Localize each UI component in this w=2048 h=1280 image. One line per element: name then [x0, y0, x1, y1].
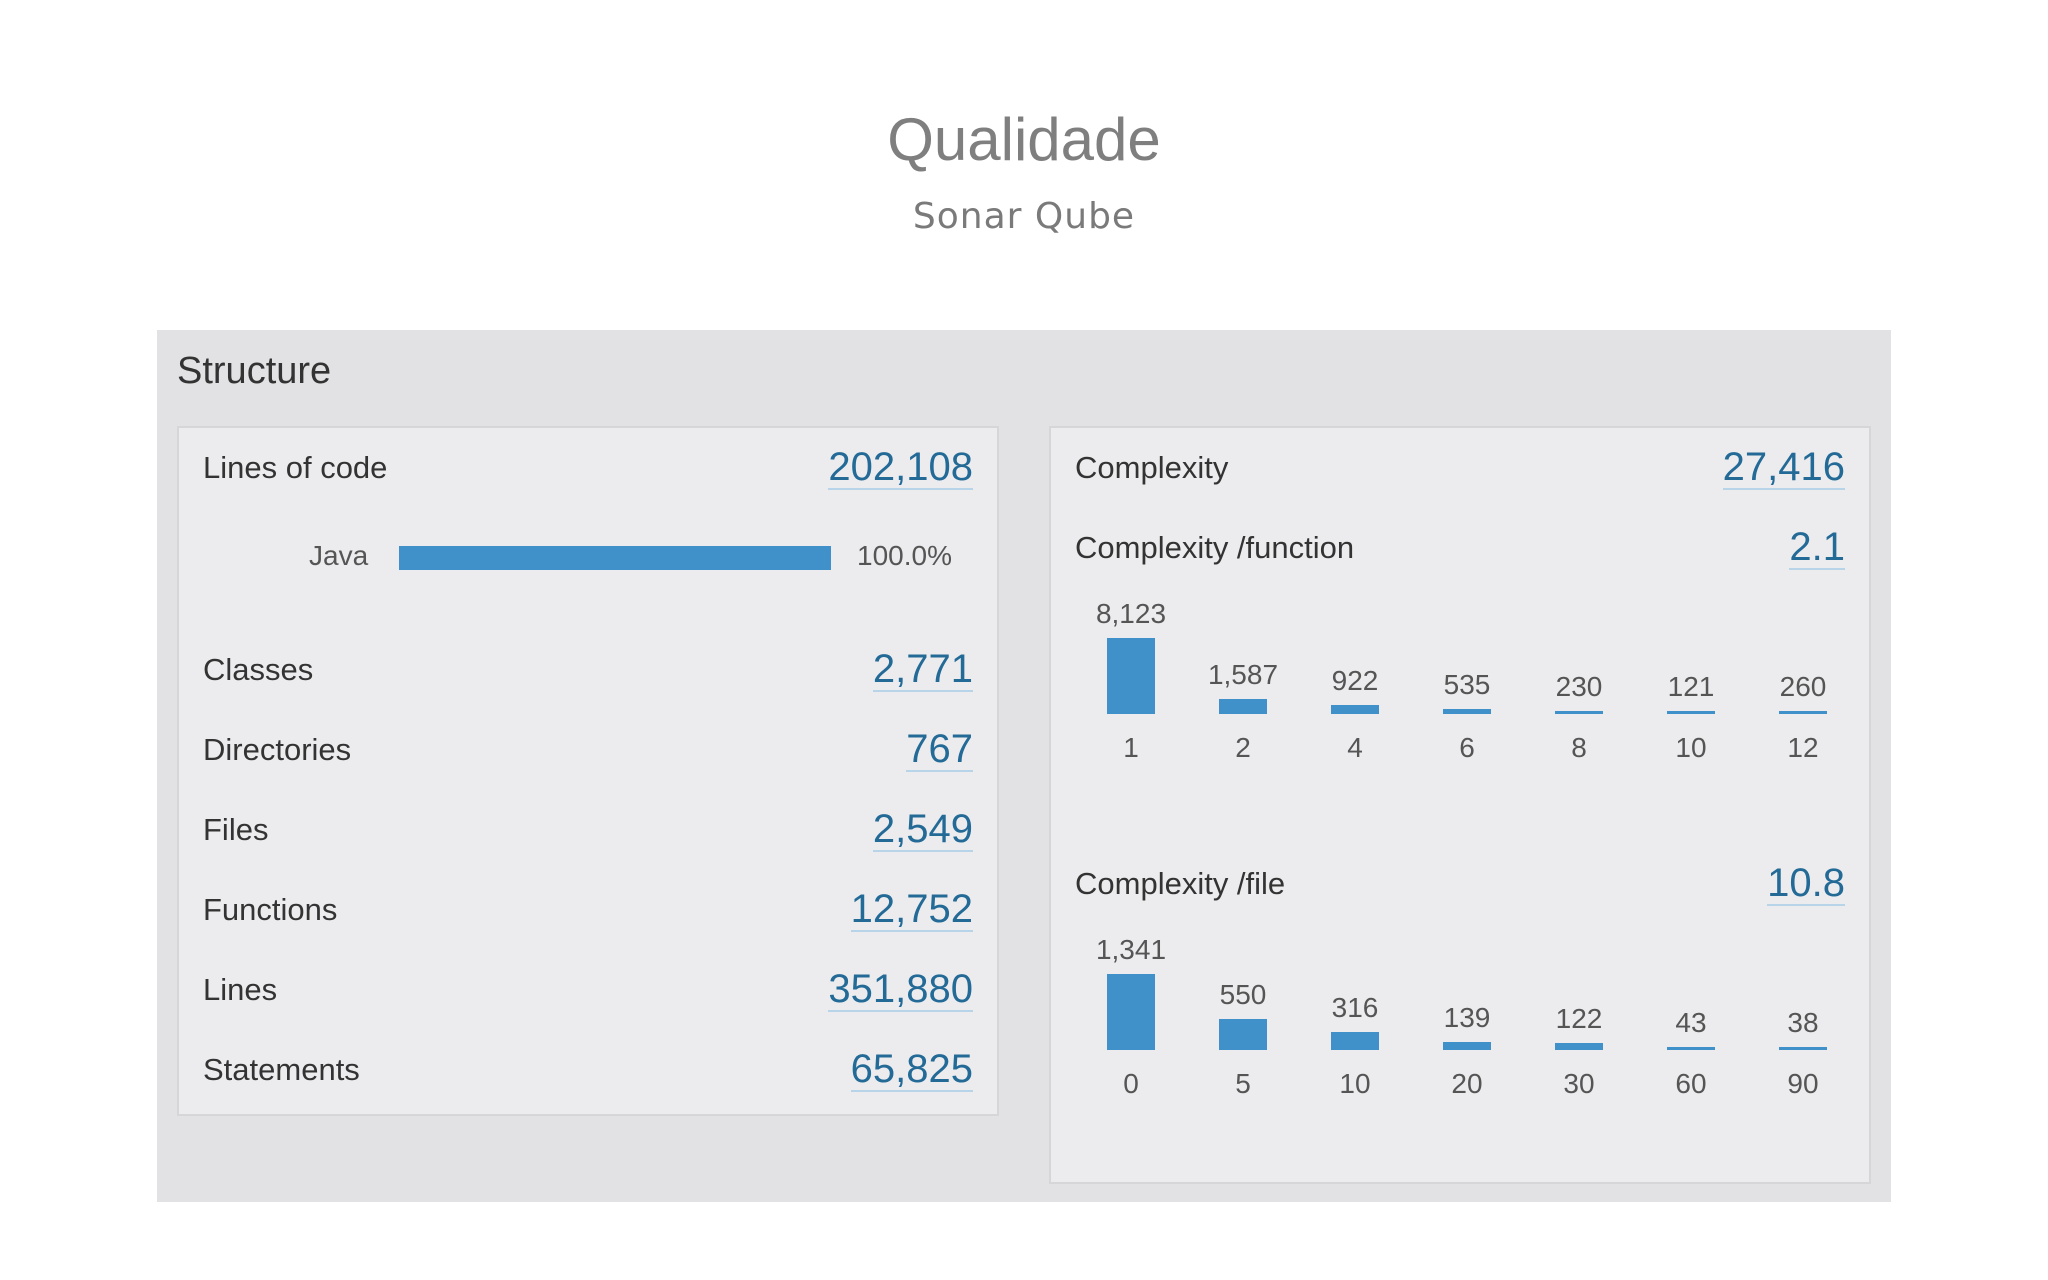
complexity-function-count-label: 260	[1779, 671, 1827, 702]
complexity-function-count-label: 535	[1443, 669, 1491, 700]
complexity-file-bar[interactable]	[1107, 974, 1155, 1050]
classes-value[interactable]: 2,771	[872, 647, 973, 692]
complexity-file-count-label: 122	[1555, 1003, 1603, 1034]
complexity-function-bar[interactable]	[1107, 638, 1155, 714]
functions-label: Functions	[203, 892, 338, 927]
slide-subtitle: Sonar Qube	[912, 196, 1136, 237]
complexity-file-count-label: 316	[1331, 992, 1379, 1023]
complexity-function-count-label: 1,587	[1207, 659, 1279, 690]
lines-of-code-row: Lines of code 202,108	[203, 444, 973, 494]
complexity-file-count-label: 550	[1219, 979, 1267, 1010]
language-percent: 100.0%	[857, 540, 952, 571]
metric-row: Statements 65,825	[203, 1046, 973, 1096]
complexity-file-tick-label: 30	[1563, 1068, 1595, 1099]
complexity-function-bucket[interactable]: 260 12	[1747, 598, 1859, 778]
complexity-file-bar[interactable]	[1555, 1043, 1603, 1050]
complexity-file-bucket[interactable]: 38 90	[1747, 934, 1859, 1114]
complexity-file-bar[interactable]	[1443, 1042, 1491, 1050]
complexity-function-count-label: 230	[1555, 671, 1603, 702]
complexity-function-bucket[interactable]: 922 4	[1299, 598, 1411, 778]
complexity-file-value[interactable]: 10.8	[1767, 861, 1845, 906]
complexity-file-count-label: 38	[1787, 1007, 1819, 1038]
size-card: Lines of code 202,108 Java 100.0% Classe…	[177, 426, 999, 1116]
complexity-file-tick-label: 5	[1235, 1068, 1251, 1099]
complexity-file-bar[interactable]	[1219, 1019, 1267, 1050]
files-label: Files	[203, 812, 269, 847]
lines-value[interactable]: 351,880	[828, 967, 973, 1012]
complexity-file-row: Complexity /file 10.8	[1075, 860, 1845, 910]
language-name: Java	[309, 540, 369, 571]
complexity-function-value[interactable]: 2.1	[1789, 525, 1845, 570]
complexity-function-tick-label: 10	[1675, 732, 1707, 763]
complexity-function-row: Complexity /function 2.1	[1075, 524, 1845, 574]
complexity-function-bar[interactable]	[1219, 699, 1267, 714]
slide-title: Qualidade	[887, 106, 1161, 173]
complexity-function-bar[interactable]	[1555, 711, 1603, 714]
structure-heading: Structure	[177, 350, 332, 392]
complexity-function-tick-label: 12	[1787, 732, 1819, 763]
complexity-function-bucket[interactable]: 535 6	[1411, 598, 1523, 778]
complexity-row: Complexity 27,416	[1075, 444, 1845, 494]
directories-label: Directories	[203, 732, 352, 767]
complexity-file-count-label: 1,341	[1095, 934, 1167, 965]
complexity-function-bar[interactable]	[1667, 711, 1715, 714]
language-bar	[399, 546, 831, 570]
complexity-file-label: Complexity /file	[1075, 866, 1286, 901]
complexity-function-count-label: 922	[1331, 665, 1379, 696]
complexity-function-bucket[interactable]: 8,123 1	[1075, 598, 1187, 778]
complexity-value[interactable]: 27,416	[1722, 445, 1845, 490]
metric-row: Functions 12,752	[203, 886, 973, 936]
complexity-file-tick-label: 20	[1451, 1068, 1483, 1099]
complexity-function-label: Complexity /function	[1075, 530, 1355, 565]
metric-row: Files 2,549	[203, 806, 973, 856]
complexity-label: Complexity	[1075, 450, 1229, 485]
complexity-file-bucket[interactable]: 43 60	[1635, 934, 1747, 1114]
complexity-function-tick-label: 6	[1459, 732, 1475, 763]
complexity-file-count-label: 139	[1443, 1002, 1491, 1033]
complexity-file-histogram: 1,341 0 550 5 316 10 139 20 122 30 43 60 38 90	[1075, 934, 1859, 1114]
complexity-file-bucket[interactable]: 316 10	[1299, 934, 1411, 1114]
lines-of-code-label: Lines of code	[203, 450, 388, 485]
metric-row: Classes 2,771	[203, 646, 973, 696]
metric-row: Lines 351,880	[203, 966, 973, 1016]
complexity-file-tick-label: 90	[1787, 1068, 1819, 1099]
complexity-card: Complexity 27,416 Complexity /function 2…	[1049, 426, 1871, 1184]
complexity-function-bar[interactable]	[1779, 711, 1827, 714]
statements-label: Statements	[203, 1052, 360, 1087]
structure-widget: Structure Lines of code 202,108 Java 100…	[157, 330, 1891, 1202]
complexity-function-tick-label: 2	[1235, 732, 1251, 763]
complexity-file-bucket[interactable]: 550 5	[1187, 934, 1299, 1114]
complexity-file-bar[interactable]	[1667, 1047, 1715, 1050]
complexity-file-bucket[interactable]: 139 20	[1411, 934, 1523, 1114]
complexity-file-tick-label: 10	[1339, 1068, 1371, 1099]
complexity-file-tick-label: 0	[1123, 1068, 1139, 1099]
complexity-file-tick-label: 60	[1675, 1068, 1707, 1099]
lines-label: Lines	[203, 972, 278, 1007]
files-value[interactable]: 2,549	[872, 807, 973, 852]
lines-of-code-value[interactable]: 202,108	[828, 445, 973, 490]
statements-value[interactable]: 65,825	[850, 1047, 973, 1092]
classes-label: Classes	[203, 652, 314, 687]
complexity-function-bucket[interactable]: 1,587 2	[1187, 598, 1299, 778]
language-bar-fill	[399, 546, 831, 570]
complexity-file-count-label: 43	[1675, 1007, 1707, 1038]
metric-row: Directories 767	[203, 726, 973, 776]
complexity-file-bucket[interactable]: 1,341 0	[1075, 934, 1187, 1114]
complexity-function-bar[interactable]	[1443, 709, 1491, 714]
complexity-function-bar[interactable]	[1331, 705, 1379, 714]
complexity-file-bar[interactable]	[1331, 1032, 1379, 1050]
complexity-function-bucket[interactable]: 121 10	[1635, 598, 1747, 778]
complexity-file-bar[interactable]	[1779, 1047, 1827, 1050]
complexity-function-bucket[interactable]: 230 8	[1523, 598, 1635, 778]
complexity-function-tick-label: 8	[1571, 732, 1587, 763]
complexity-function-histogram: 8,123 1 1,587 2 922 4 535 6 230 8 121 10 260 12	[1075, 598, 1859, 778]
complexity-function-tick-label: 4	[1347, 732, 1363, 763]
functions-value[interactable]: 12,752	[850, 887, 973, 932]
complexity-function-count-label: 121	[1667, 671, 1715, 702]
directories-value[interactable]: 767	[906, 727, 973, 772]
complexity-function-tick-label: 1	[1123, 732, 1139, 763]
complexity-function-count-label: 8,123	[1095, 598, 1167, 629]
complexity-file-bucket[interactable]: 122 30	[1523, 934, 1635, 1114]
